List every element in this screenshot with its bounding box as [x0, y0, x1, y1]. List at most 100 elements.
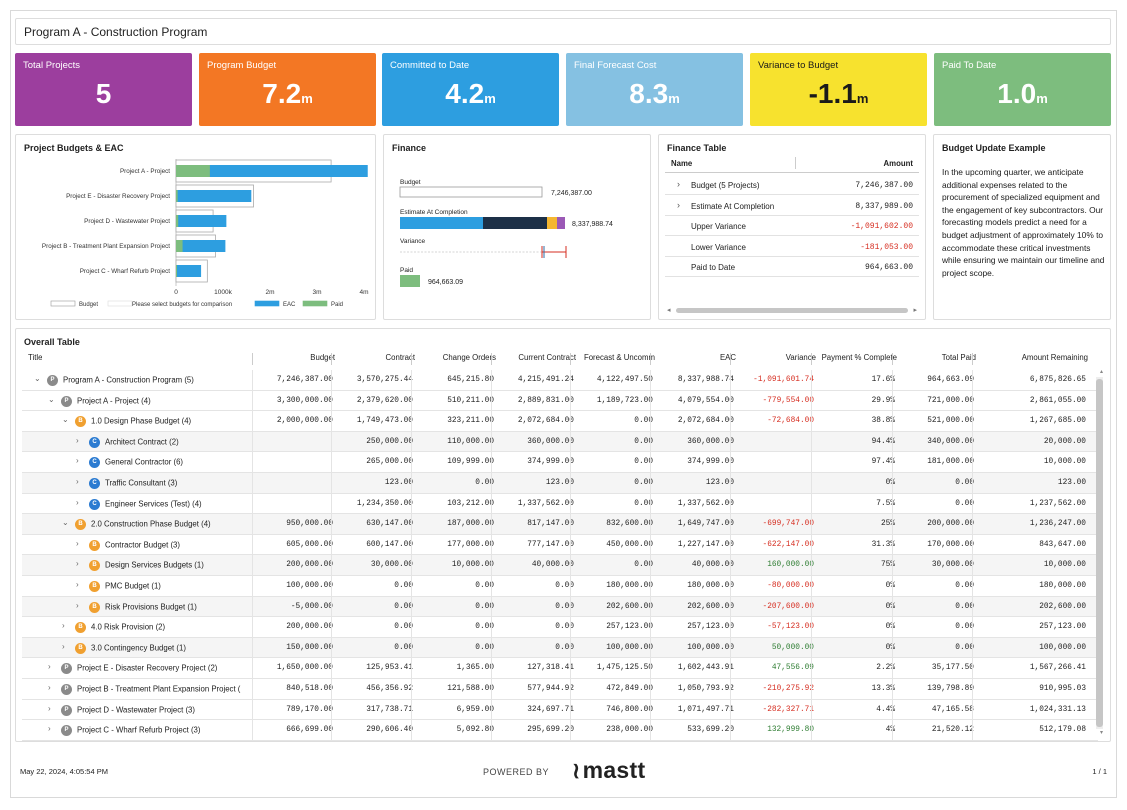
- chevron-right-icon[interactable]: ›: [76, 559, 79, 569]
- cell-divider: [650, 431, 651, 452]
- cell-divider: [491, 370, 492, 390]
- table-row[interactable]: ⌄ P Project A - Project (4) 3,300,000.00 2,3…: [22, 390, 1098, 412]
- cell-pct: 7.5%: [876, 499, 895, 508]
- chevron-right-icon[interactable]: ›: [62, 621, 65, 631]
- chevron-right-icon[interactable]: ›: [62, 641, 65, 651]
- cell-remaining: 180,000.00: [1039, 582, 1086, 590]
- chevron-right-icon[interactable]: ›: [677, 179, 680, 189]
- column-header[interactable]: Forecast & Uncomm: [583, 353, 655, 362]
- row-title-text: General Contractor (6): [105, 457, 183, 467]
- row-title-text: Traffic Consultant (3): [105, 478, 178, 488]
- row-title-text: 1.0 Design Phase Budget (4): [91, 416, 192, 426]
- column-header[interactable]: Total Paid: [941, 353, 976, 362]
- cell-divider: [252, 370, 253, 390]
- chevron-right-icon[interactable]: ›: [76, 497, 79, 507]
- chevron-right-icon[interactable]: ›: [76, 580, 79, 589]
- cell-divider: [570, 555, 571, 575]
- table-row[interactable]: › B Contractor Budget (3) 605,000.00 600,147…: [22, 534, 1098, 556]
- cell-variance: -622,147.00: [762, 540, 814, 549]
- table-row[interactable]: ⌄ B 1.0 Design Phase Budget (4) 2,000,000.0…: [22, 411, 1098, 432]
- cell-eac: 4,079,554.00: [677, 396, 734, 405]
- chevron-right-icon[interactable]: ›: [76, 477, 79, 486]
- scroll-left-icon[interactable]: ◂: [667, 307, 671, 314]
- table-row[interactable]: › P Project E - Disaster Recovery Project …: [22, 658, 1098, 679]
- cell-remaining: 20,000.00: [1043, 437, 1086, 446]
- table-row[interactable]: › B Risk Provisions Budget (1) -5,000.00 0.0…: [22, 596, 1098, 618]
- cell-paid: 47,165.58: [931, 705, 974, 714]
- cell-variance: 160,000.00: [767, 561, 814, 570]
- table-row[interactable]: › B 4.0 Risk Provision (2) 200,000.00 0.00 0.…: [22, 617, 1098, 638]
- finance-table-hscroll-thumb[interactable]: [676, 308, 908, 313]
- cell-pct: 2.2%: [876, 664, 895, 673]
- chevron-right-icon[interactable]: ›: [76, 538, 79, 548]
- cell-pct: 25%: [880, 520, 895, 529]
- cell-current: 777,147.00: [527, 540, 574, 549]
- finance-table-row[interactable]: › Budget (5 Projects) 7,246,387.00: [665, 175, 919, 195]
- cell-divider: [892, 493, 893, 514]
- cell-divider: [411, 411, 412, 431]
- table-row[interactable]: › B PMC Budget (1) 100,000.00 0.00 0.00 0.00 18…: [22, 576, 1098, 597]
- cell-divider: [570, 679, 571, 699]
- kpi-label: Paid To Date: [942, 60, 997, 71]
- cell-divider: [252, 452, 253, 472]
- cell-divider: [972, 411, 973, 431]
- column-header[interactable]: EAC: [719, 353, 736, 362]
- chevron-right-icon[interactable]: ›: [48, 724, 51, 734]
- table-row[interactable]: ⌄ P Program A - Construction Program (5) 7,…: [22, 370, 1098, 391]
- table-row[interactable]: › P Project D - Wastewater Project (3) 789,…: [22, 699, 1098, 721]
- column-header[interactable]: Payment % Complete: [821, 353, 897, 362]
- scroll-right-icon[interactable]: ▸: [913, 307, 917, 314]
- cell-divider: [331, 514, 332, 534]
- table-row[interactable]: › P Project B - Treatment Plant Expansion …: [22, 679, 1098, 700]
- table-row[interactable]: › C Architect Contract (2) 250,000.00 110,00…: [22, 431, 1098, 453]
- overall-table-vscroll-thumb[interactable]: [1096, 379, 1103, 727]
- chevron-right-icon[interactable]: ›: [76, 600, 79, 610]
- table-row[interactable]: › B 3.0 Contingency Budget (1) 150,000.00 0.…: [22, 637, 1098, 659]
- cell-divider: [331, 411, 332, 431]
- column-header[interactable]: Current Contract: [518, 353, 576, 362]
- finance-row-name: Lower Variance: [691, 242, 746, 252]
- column-header[interactable]: Change Orders: [442, 353, 496, 362]
- legend-swatch: [254, 300, 280, 307]
- table-row[interactable]: ⌄ B 2.0 Construction Phase Budget (4) 950,0…: [22, 514, 1098, 535]
- eac-bar: [176, 240, 226, 252]
- table-row[interactable]: › C General Contractor (6) 265,000.00 109,99…: [22, 452, 1098, 473]
- cell-pct: 13.3%: [871, 685, 895, 693]
- chevron-down-icon[interactable]: ⌄: [48, 394, 55, 404]
- cell-divider: [570, 637, 571, 658]
- cell-paid: 0.00: [955, 602, 974, 611]
- chevron-right-icon[interactable]: ›: [76, 435, 79, 445]
- cell-contract: 265,000.00: [366, 458, 413, 467]
- cell-forecast: 100,000.00: [606, 643, 653, 652]
- column-header[interactable]: Variance: [785, 353, 816, 362]
- finance-table-hscroll[interactable]: ◂ ▸: [667, 306, 917, 314]
- cell-contract: 0.00: [394, 623, 413, 632]
- chevron-right-icon[interactable]: ›: [76, 456, 79, 466]
- table-row[interactable]: › B Design Services Budgets (1) 200,000.00 3…: [22, 555, 1098, 576]
- table-row[interactable]: › P Project C - Wharf Refurb Project (3) 66…: [22, 720, 1098, 741]
- table-row[interactable]: › C Engineer Services (Test) (4) 1,234,350.…: [22, 493, 1098, 515]
- finance-table-row[interactable]: › Estimate At Completion 8,337,989.00: [665, 196, 919, 216]
- column-divider: [892, 353, 893, 365]
- table-row[interactable]: › C Traffic Consultant (3) 123.00 0.00 123.00…: [22, 473, 1098, 494]
- column-header[interactable]: Contract: [385, 353, 415, 362]
- chevron-right-icon[interactable]: ›: [677, 199, 680, 210]
- project-badge-icon: P: [61, 663, 72, 675]
- cell-divider: [411, 473, 412, 493]
- scroll-up-icon[interactable]: ▴: [1099, 369, 1103, 375]
- column-header[interactable]: Budget: [310, 353, 335, 362]
- chevron-down-icon[interactable]: ⌄: [62, 415, 69, 425]
- column-header[interactable]: Amount Remaining: [1021, 353, 1088, 362]
- chevron-down-icon[interactable]: ⌄: [34, 374, 41, 383]
- chevron-right-icon[interactable]: ›: [48, 683, 51, 692]
- cell-contract: 125,953.41: [366, 664, 413, 673]
- chevron-right-icon[interactable]: ›: [48, 703, 51, 713]
- chevron-right-icon[interactable]: ›: [48, 662, 51, 672]
- chevron-down-icon[interactable]: ⌄: [62, 518, 69, 528]
- column-header[interactable]: Title: [28, 353, 43, 362]
- cell-divider: [252, 720, 253, 740]
- overall-table-vscroll[interactable]: [1096, 377, 1103, 729]
- scroll-down-icon[interactable]: ▾: [1099, 730, 1103, 736]
- cell-eac: 1,071,497.71: [677, 705, 734, 714]
- cell-divider: [730, 576, 731, 596]
